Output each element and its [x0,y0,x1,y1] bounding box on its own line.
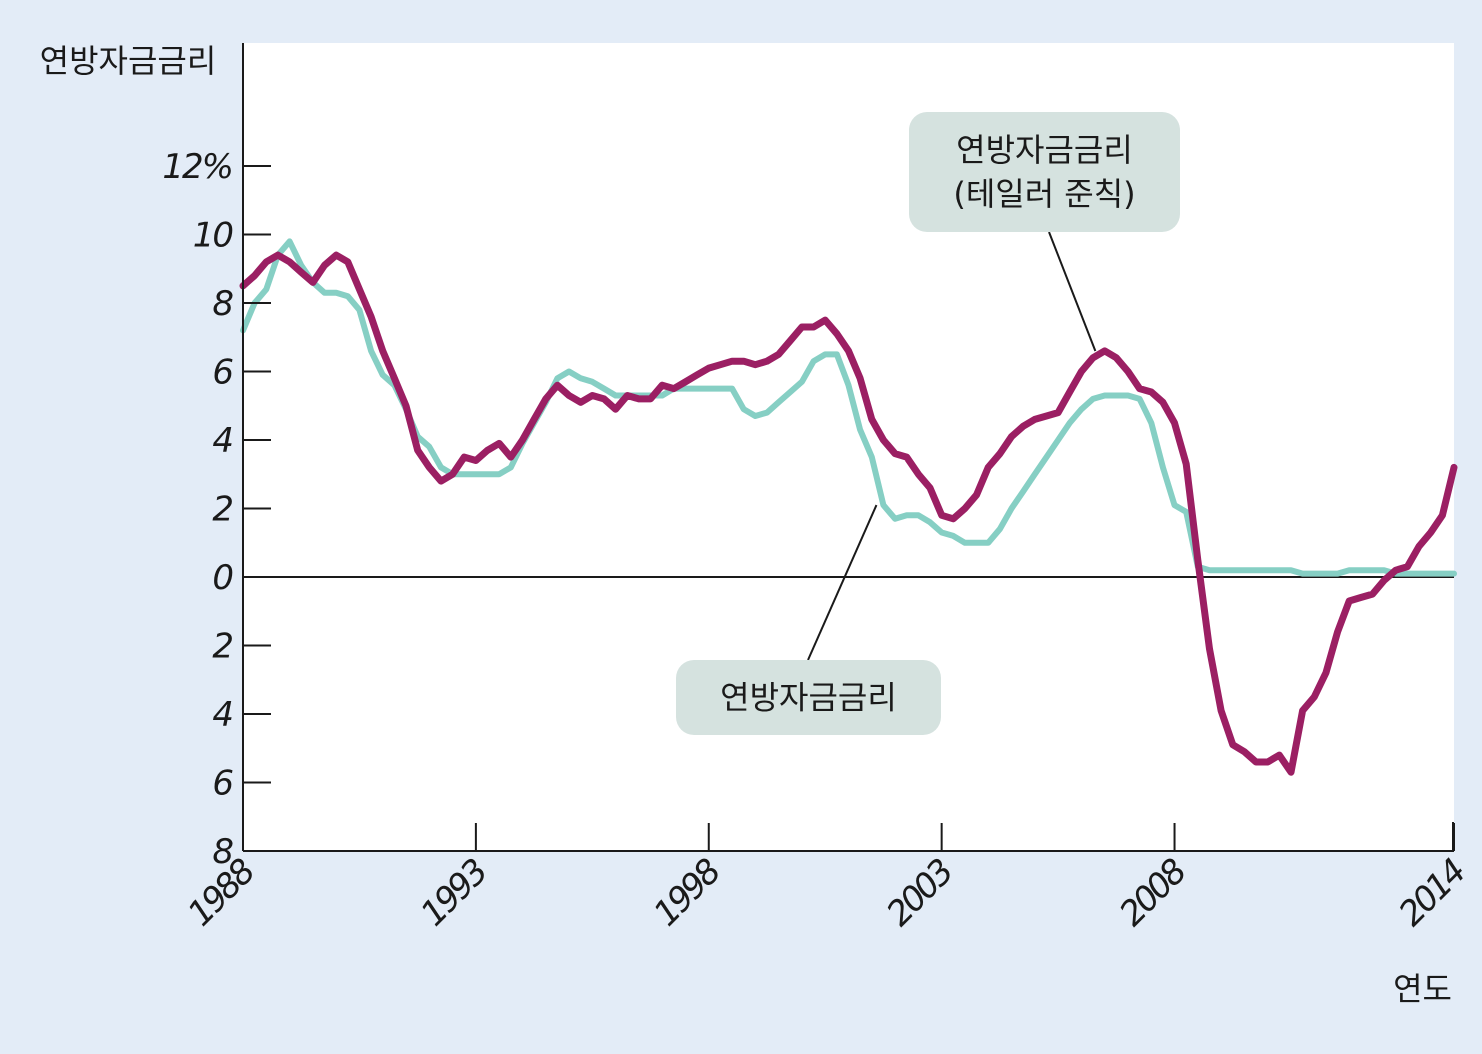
y-tick-label: 4 [212,695,232,735]
y-tick-label: 12% [162,147,232,187]
callout-pointer-actual [807,504,878,661]
y-tick-label: 4 [212,421,232,461]
series-line-taylor [239,251,1458,776]
x-tick-label: 1993 [413,852,495,934]
x-tick-label: 2008 [1112,851,1195,934]
callout-pointer-taylor [1048,231,1097,352]
y-tick-label: 6 [212,764,233,804]
x-tick-label: 1988 [180,851,263,934]
y-tick-label: 8 [212,284,233,324]
series-line-actual [240,238,1457,577]
y-axis-title: 연방자금금리 [40,42,217,80]
y-tick-label: 2 [212,627,232,667]
y-tick-label: 0 [212,558,232,598]
callout-label-actual: 연방자금금리 [720,679,897,717]
callout-label-taylor: (테일러 준칙) [953,175,1135,213]
callout-box-taylor [909,112,1180,232]
y-tick-label: 6 [212,353,233,393]
y-tick-label: 2 [212,490,232,530]
x-tick-label: 1998 [646,851,729,934]
y-tick-label: 10 [193,216,233,256]
x-tick-label: 2003 [879,852,961,934]
x-tick-label: 2014 [1391,852,1473,934]
callout-box-actual [676,660,941,735]
y-tick-label: 8 [212,832,233,872]
x-axis-title: 연도 [1393,970,1452,1008]
callout-label-taylor: 연방자금금리 [956,131,1133,169]
